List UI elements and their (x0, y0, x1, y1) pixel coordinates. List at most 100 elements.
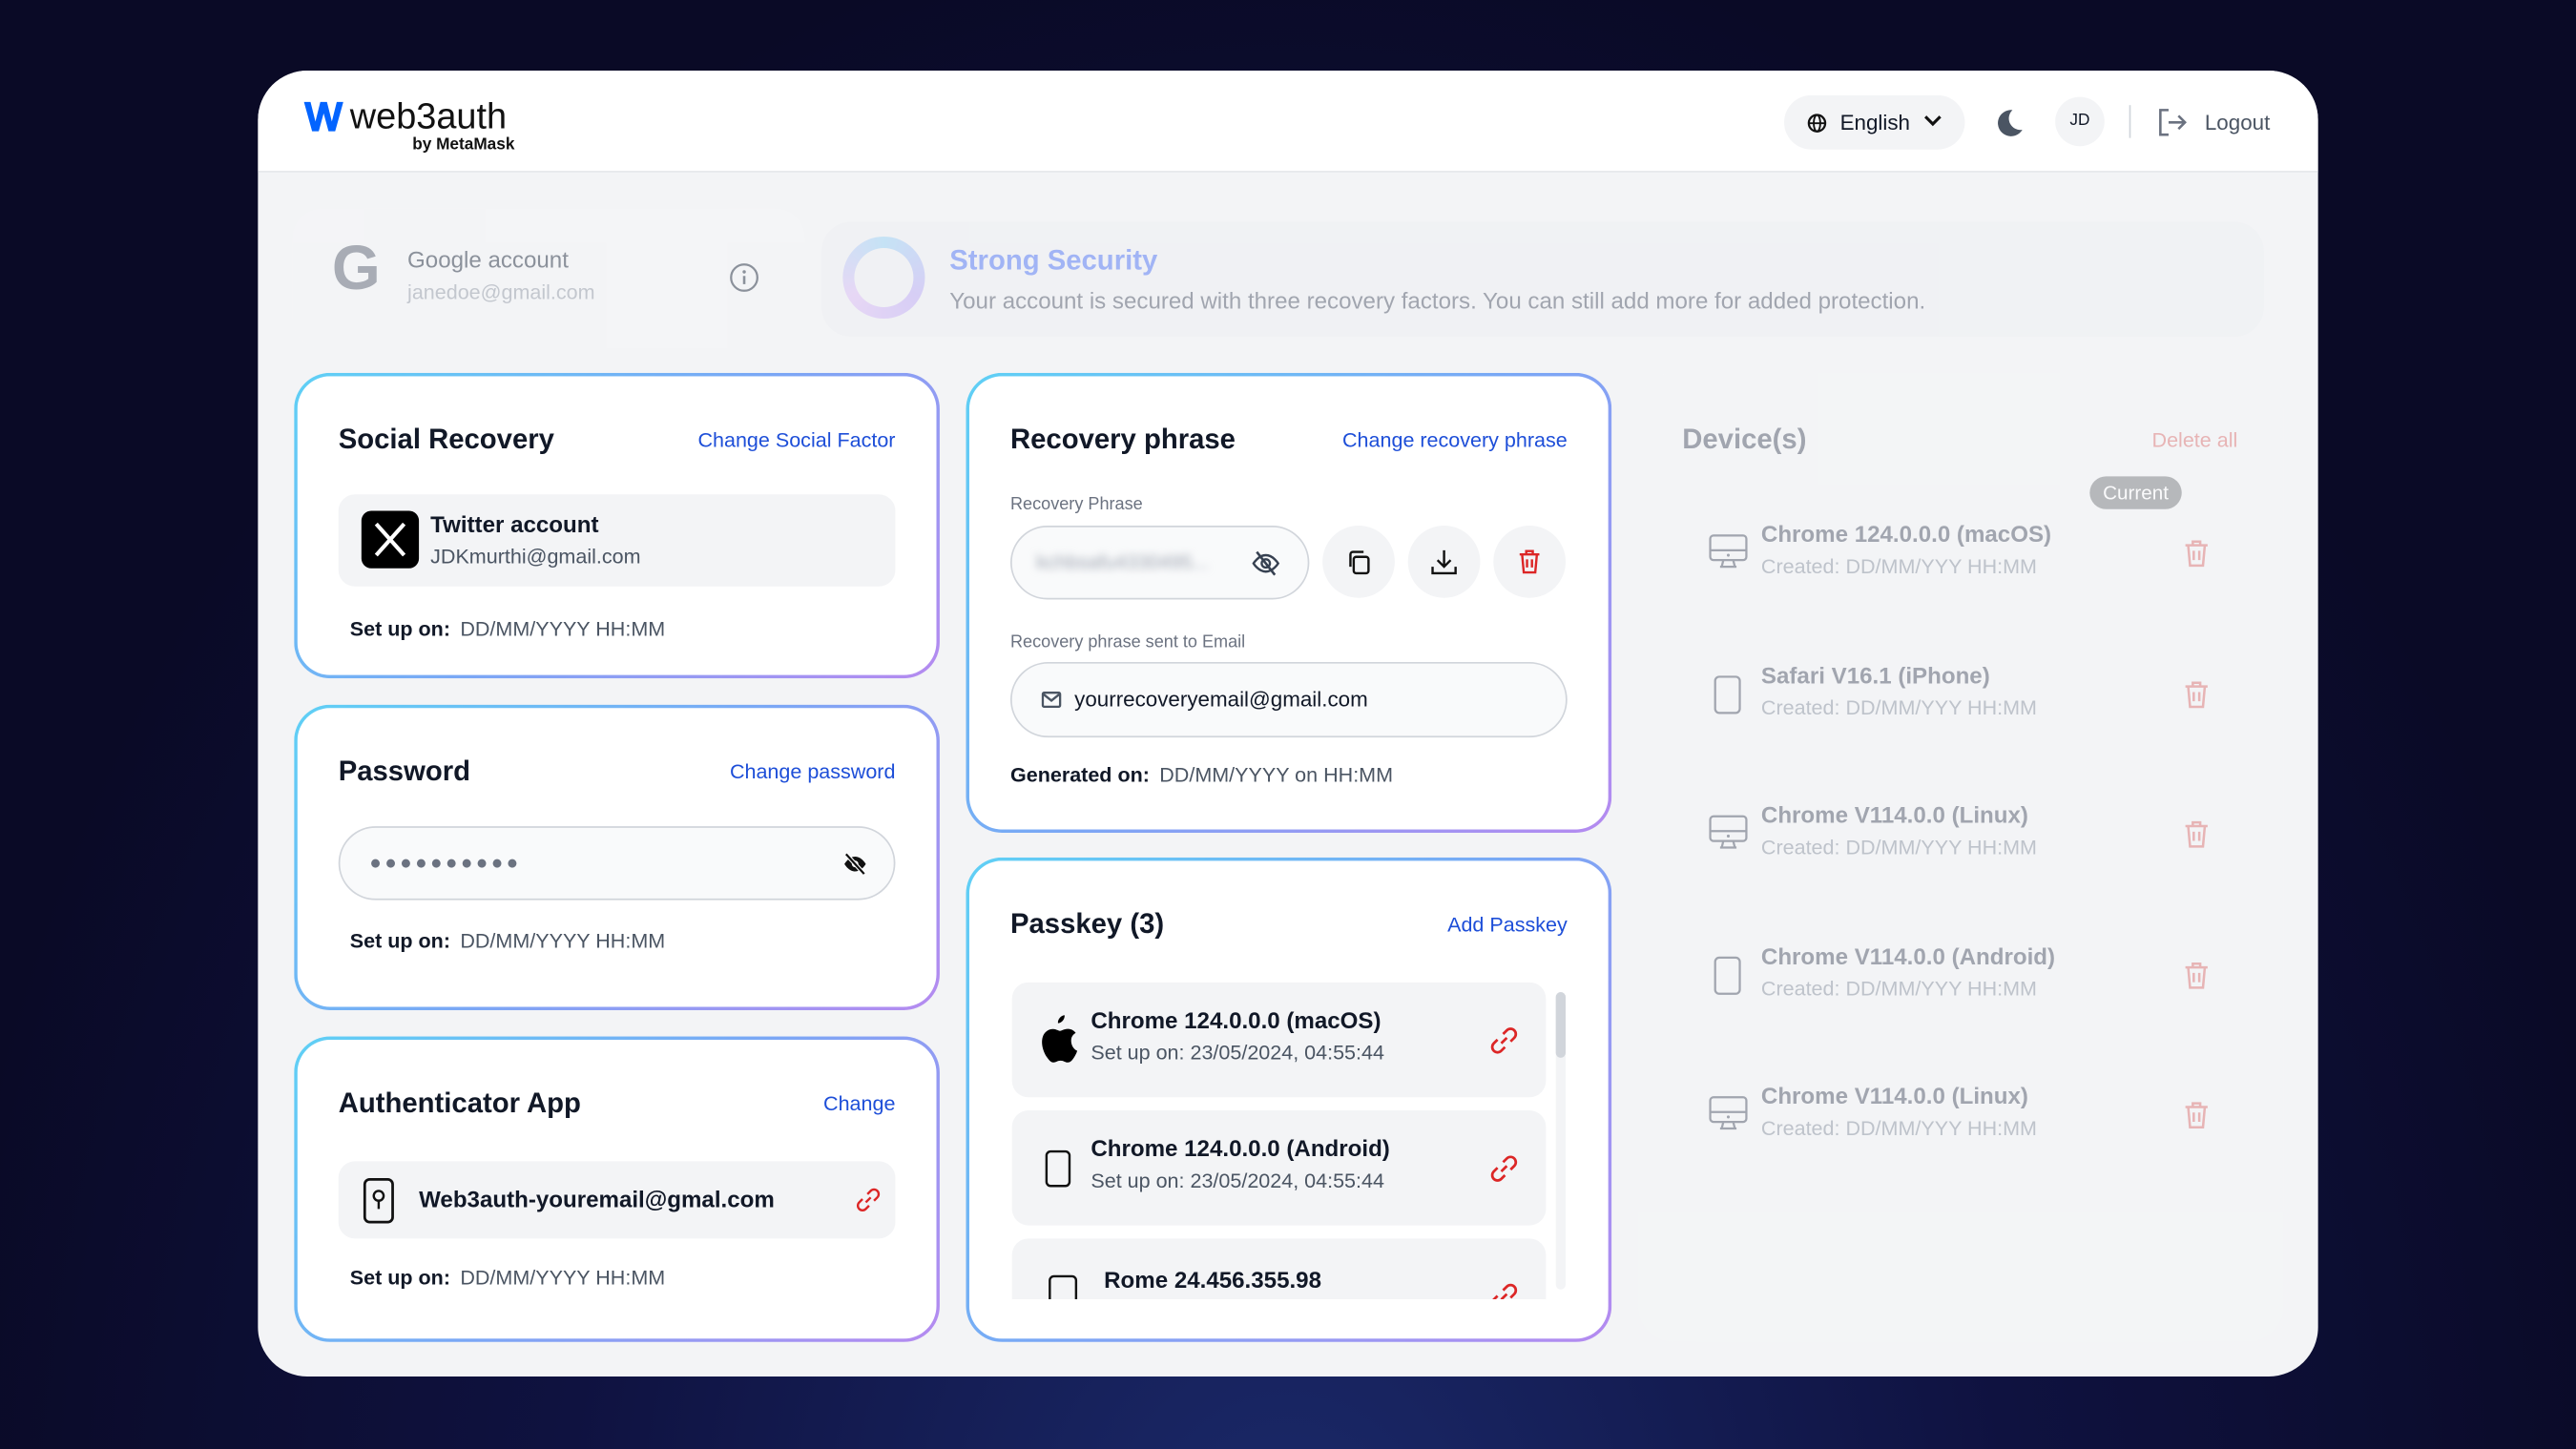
trash-icon[interactable] (2183, 819, 2210, 849)
phone-icon (1709, 674, 1748, 722)
device-name: Chrome 124.0.0.0 (macOS) (1760, 520, 2052, 548)
passkey-name: Chrome 124.0.0.0 (Android) (1091, 1134, 1390, 1162)
security-title: Strong Security (949, 244, 1158, 277)
account-email: janedoe@gmail.com (407, 280, 595, 304)
recovery-phrase-title: Recovery phrase (1009, 424, 1236, 455)
authenticator-title: Authenticator App (338, 1087, 581, 1119)
passkey-list: Chrome 124.0.0.0 (macOS) Set up on: 23/0… (969, 982, 1609, 1300)
password-setup-date: Set up on: DD/MM/YYYY HH:MM (349, 929, 666, 953)
device-created: Created: DD/MM/YYY HH:MM (1760, 836, 2037, 859)
chevron-down-icon (1924, 115, 1942, 127)
trash-icon[interactable] (2183, 539, 2210, 569)
dark-mode-moon-icon[interactable] (1994, 109, 2024, 138)
device-item: Safari V16.1 (iPhone) Created: DD/MM/YYY… (1682, 636, 2238, 752)
passkey-name: Chrome 124.0.0.0 (macOS) (1091, 1006, 1381, 1034)
recovery-email-label: Recovery phrase sent to Email (1009, 631, 1246, 652)
logo-w-icon (303, 101, 343, 132)
eye-slash-icon[interactable] (1252, 550, 1280, 577)
recovery-phrase-field[interactable]: kchbsafu4330495... (1009, 526, 1310, 600)
recovery-phrase-label: Recovery Phrase (1009, 494, 1143, 514)
device-created: Created: DD/MM/YYY HH:MM (1760, 976, 2037, 1000)
passkey-name: Rome 24.456.355.98 (1104, 1266, 1322, 1294)
info-icon[interactable] (730, 263, 759, 293)
unlink-icon[interactable] (856, 1188, 881, 1212)
passkey-setup: Set up on: 23/05/2024, 04:55:44 (1091, 1170, 1384, 1193)
device-item: Chrome V114.0.0 (Android) Created: DD/MM… (1682, 917, 2238, 1033)
passkey-item: Chrome 124.0.0.0 (Android) Set up on: 23… (1011, 1110, 1547, 1226)
device-item: Chrome V114.0.0 (Linux) Created: DD/MM/Y… (1682, 1057, 2238, 1173)
change-authenticator-link[interactable]: Change (823, 1092, 896, 1116)
google-icon: G (331, 235, 381, 304)
phone-icon (1045, 1149, 1071, 1188)
password-title: Password (338, 756, 471, 787)
logout-button[interactable]: Logout (2204, 110, 2271, 135)
device-item: Chrome 124.0.0.0 (macOS) Created: DD/MM/… (1682, 496, 2238, 611)
globe-icon (1807, 114, 1827, 133)
logo-subtext: by MetaMask (412, 135, 515, 155)
change-social-factor-link[interactable]: Change Social Factor (697, 428, 896, 452)
device-item: Chrome V114.0.0 (Linux) Created: DD/MM/Y… (1682, 776, 2238, 893)
authenticator-card: Authenticator App Change Web3auth-yourem… (294, 1037, 940, 1342)
twitter-account-name: Twitter account (430, 510, 599, 538)
phone-icon (1049, 1274, 1078, 1300)
delete-phrase-button[interactable] (1493, 526, 1567, 598)
download-button[interactable] (1407, 526, 1481, 598)
x-logo-icon (361, 510, 420, 569)
passkey-setup: Set up on: 23/05/2024, 04:55:44 (1091, 1041, 1384, 1065)
unlink-icon[interactable] (1490, 1283, 1518, 1300)
passkey-title: Passkey (3) (1009, 908, 1165, 940)
authenticator-account: Web3auth-youremail@gmal.com (419, 1186, 775, 1212)
logo-text: web3auth (349, 94, 508, 136)
delete-all-devices-link[interactable]: Delete all (2151, 428, 2238, 452)
password-value: ●●●●●●●●●● (369, 850, 522, 875)
logout-icon[interactable] (2157, 109, 2187, 136)
authenticator-setup-date: Set up on: DD/MM/YYYY HH:MM (349, 1266, 666, 1290)
device-name: Safari V16.1 (iPhone) (1760, 661, 1990, 688)
language-label: English (1839, 110, 1910, 135)
change-password-link[interactable]: Change password (729, 760, 896, 784)
passkey-scrollbar[interactable] (1555, 992, 1567, 1290)
recovery-email-value: yourrecoveryemail@gmail.com (1074, 686, 1368, 712)
add-passkey-link[interactable]: Add Passkey (1447, 913, 1568, 937)
security-ring-icon (842, 236, 925, 320)
scrollbar-thumb[interactable] (1555, 992, 1567, 1058)
recovery-phrase-value: kchbsafu4330495... (1036, 549, 1209, 573)
account-label: Google account (407, 246, 569, 273)
apple-icon (1042, 1015, 1078, 1063)
copy-button[interactable] (1322, 526, 1395, 598)
desktop-icon (1709, 1096, 1748, 1140)
devices-panel: Device(s) Delete all Chrome 124.0.0.0 (m… (1637, 372, 2284, 1342)
authenticator-device-icon (363, 1177, 394, 1224)
language-selector[interactable]: English (1784, 94, 1965, 150)
phone-icon (1709, 955, 1748, 1003)
copy-icon (1349, 549, 1370, 574)
social-setup-date: Set up on: DD/MM/YYYY HH:MM (349, 617, 666, 641)
trash-icon[interactable] (2183, 679, 2210, 709)
devices-title: Device(s) (1682, 424, 1807, 455)
unlink-icon[interactable] (1490, 1026, 1518, 1054)
avatar[interactable]: JD (2055, 96, 2105, 147)
eye-slash-icon[interactable] (842, 852, 867, 876)
change-recovery-phrase-link[interactable]: Change recovery phrase (1342, 428, 1568, 452)
authenticator-account-box: Web3auth-youremail@gmal.com (338, 1161, 896, 1239)
device-created: Created: DD/MM/YYY HH:MM (1760, 1116, 2037, 1141)
trash-icon[interactable] (2183, 960, 2210, 989)
desktop-icon (1709, 534, 1748, 578)
unlink-icon[interactable] (1490, 1155, 1518, 1183)
passkey-card: Passkey (3) Add Passkey Chrome 124.0.0.0… (966, 858, 1612, 1342)
current-device-badge: Current (2089, 476, 2182, 509)
twitter-account-email: JDKmurthi@gmail.com (430, 545, 641, 569)
security-description: Your account is secured with three recov… (949, 287, 1926, 314)
device-created: Created: DD/MM/YYY HH:MM (1760, 695, 2037, 719)
passkey-item: Rome 24.456.355.98 (1011, 1238, 1547, 1300)
security-status-card: Strong Security Your account is secured … (821, 221, 2264, 337)
mail-icon (1041, 691, 1062, 709)
passkey-item: Chrome 124.0.0.0 (macOS) Set up on: 23/0… (1011, 982, 1547, 1098)
divider (2129, 105, 2131, 138)
app-window: web3auth by MetaMask English JD Logout G… (258, 71, 2318, 1377)
recovery-email-field[interactable]: yourrecoveryemail@gmail.com (1009, 661, 1568, 738)
password-field[interactable]: ●●●●●●●●●● (338, 826, 896, 900)
trash-icon[interactable] (2183, 1101, 2210, 1130)
password-card: Password Change password ●●●●●●●●●● Set … (294, 705, 940, 1010)
desktop-icon (1709, 815, 1748, 859)
